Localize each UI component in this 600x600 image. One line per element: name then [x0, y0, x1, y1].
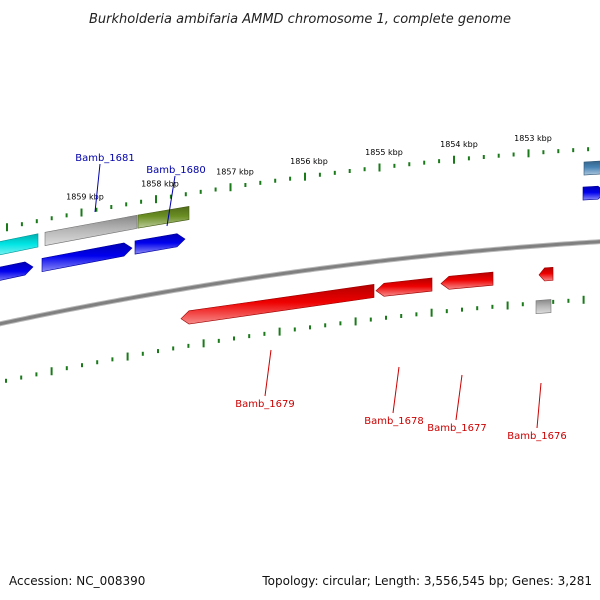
backbone-layer	[0, 239, 600, 327]
gene-feature-reverse	[375, 277, 433, 297]
gene-feature-forward	[134, 233, 186, 255]
gene-feature-reverse	[180, 284, 375, 325]
summary-text: Topology: circular; Length: 3,556,545 bp…	[262, 574, 592, 588]
gene-feature-inner	[535, 299, 552, 315]
tick-label: 1853 kbp	[514, 134, 552, 143]
gene-leader-line	[166, 175, 176, 227]
gene-feature-forward	[41, 242, 133, 273]
gene-feature-outer	[583, 160, 600, 176]
gene-feature-reverse	[440, 271, 494, 290]
tick-label: 1856 kbp	[290, 157, 328, 166]
tick-label: 1857 kbp	[216, 167, 254, 176]
gene-leader-line	[455, 374, 463, 421]
gene-label: Bamb_1681	[75, 153, 135, 164]
gene-label: Bamb_1677	[427, 423, 487, 434]
gene-feature-forward	[582, 185, 600, 201]
gene-leader-line	[94, 163, 101, 213]
gene-label: Bamb_1679	[235, 399, 295, 410]
gene-leader-line	[536, 382, 542, 429]
map-title: Burkholderia ambifaria AMMD chromosome 1…	[89, 12, 511, 27]
gene-feature-outer	[44, 214, 138, 246]
tick-label: 1854 kbp	[440, 140, 478, 149]
tick-label: 1855 kbp	[365, 148, 403, 157]
gene-feature-outer	[137, 206, 190, 229]
gene-label: Bamb_1678	[364, 416, 424, 427]
gene-label: Bamb_1676	[507, 431, 567, 442]
accession-text: Accession: NC_008390	[9, 574, 146, 588]
gene-leader-line	[264, 349, 272, 397]
tick-label: 1858 kbp	[141, 179, 179, 188]
label-layer: Bamb_1681Bamb_1680Bamb_1679Bamb_1678Bamb…	[75, 153, 567, 442]
gene-feature-outer	[0, 233, 39, 256]
tick-layer: 1859 kbp 1858 kbp 1857 kbp 1856 kbp 1855 kbp…	[5, 134, 590, 383]
feature-layer	[0, 160, 600, 325]
tick-label: 1859 kbp	[66, 193, 104, 202]
gene-feature-forward	[0, 261, 34, 281]
gene-leader-line	[392, 366, 400, 414]
backbone-line	[0, 240, 600, 326]
gene-label: Bamb_1680	[146, 165, 206, 176]
gene-feature-reverse	[538, 266, 554, 282]
